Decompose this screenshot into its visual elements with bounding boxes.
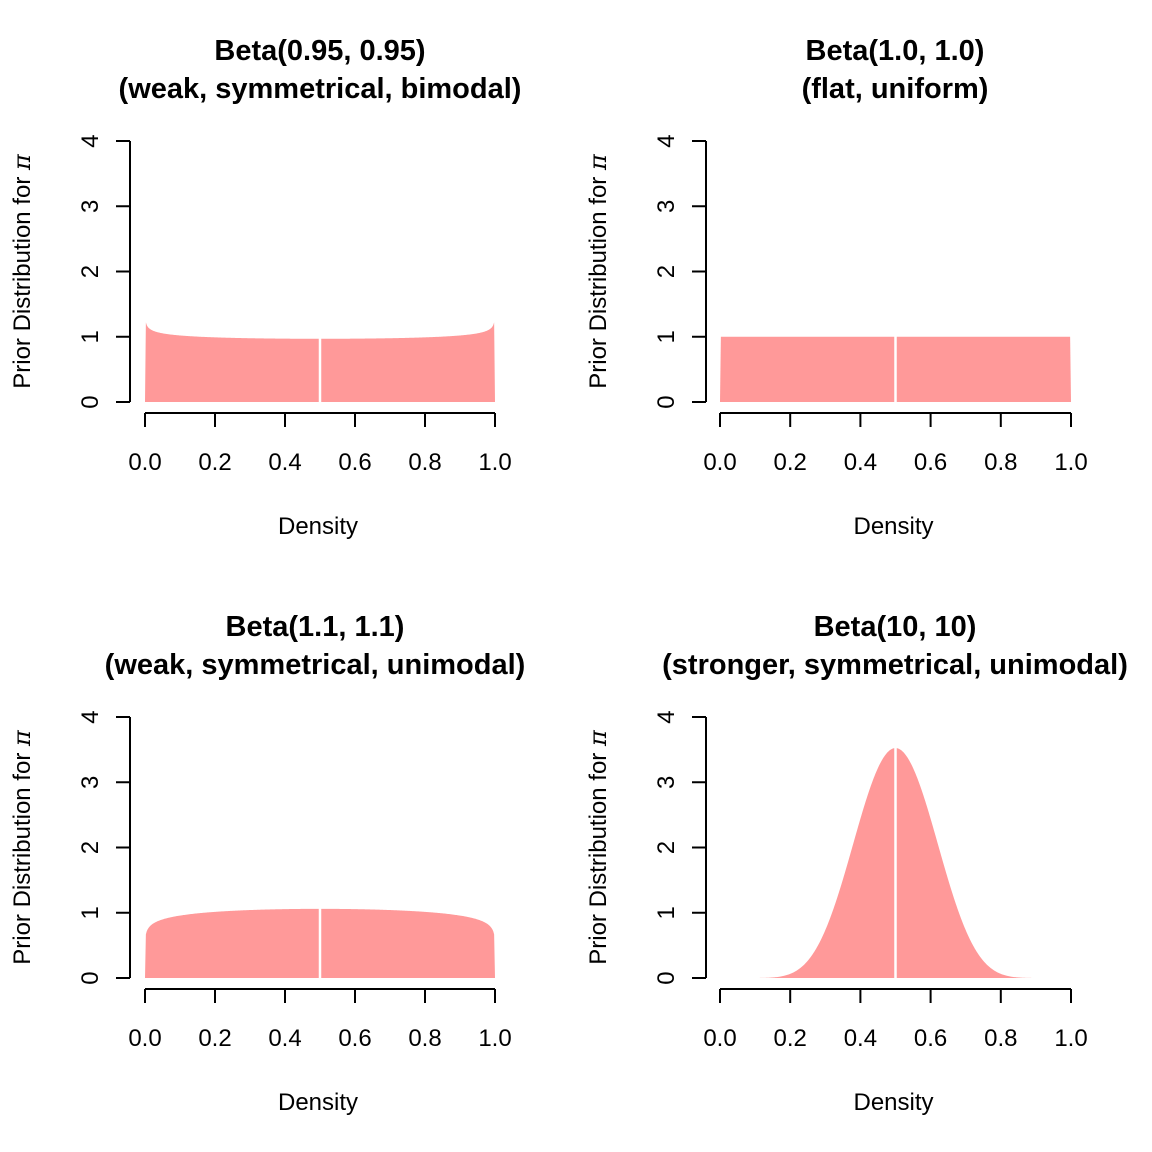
y-tick-label: 1: [653, 330, 680, 343]
x-tick-label: 0.6: [914, 449, 947, 476]
y-tick-label: 2: [77, 265, 104, 278]
y-axis-label: Prior Distribution for π: [584, 153, 612, 389]
chart-title-line2: (weak, symmetrical, bimodal): [119, 73, 522, 105]
y-tick-label: 0: [653, 395, 680, 408]
x-axis-label: Density: [853, 513, 933, 540]
y-axis-label: Prior Distribution for π: [8, 729, 36, 965]
chart-title-line1: Beta(1.0, 1.0): [806, 35, 985, 67]
x-tick-label: 0.4: [844, 1025, 877, 1052]
y-tick-label: 2: [77, 841, 104, 854]
chart-panel-3: 0.0 0.2 0.4 0.6 0.8 1.0 0 1 2 3 4 Beta(1.1, 1.1) (we…: [8, 611, 525, 1116]
chart-panel-1: 0.0 0.2 0.4 0.6 0.8 1.0 0 1 2 3 4 Beta(0.95, 0.95) (…: [8, 35, 521, 540]
y-tick-label: 1: [653, 906, 680, 919]
x-axis-label: Density: [278, 1089, 358, 1116]
y-axis-label-text: Prior Distribution for: [9, 170, 36, 389]
y-tick-label: 1: [77, 906, 104, 919]
y-axis-label-symbol: π: [8, 153, 36, 171]
x-tick-label: 0.8: [408, 449, 441, 476]
y-tick-label: 3: [653, 776, 680, 789]
x-tick-label: 0.0: [703, 1025, 736, 1052]
x-tick-label: 0.0: [128, 1025, 161, 1052]
x-tick-label: 1.0: [1054, 1025, 1087, 1052]
y-axis-label-symbol: π: [584, 729, 612, 747]
y-tick-label: 3: [653, 200, 680, 213]
x-tick-label: 1.0: [478, 1025, 511, 1052]
x-tick-label: 0.4: [268, 449, 301, 476]
y-tick-label: 4: [77, 134, 104, 147]
y-tick-label: 3: [77, 776, 104, 789]
y-tick-label: 2: [653, 841, 680, 854]
y-tick-label: 1: [77, 330, 104, 343]
chart-title-line1: Beta(1.1, 1.1): [226, 611, 405, 643]
y-axis-label: Prior Distribution for π: [584, 729, 612, 965]
y-axis-label: Prior Distribution for π: [8, 153, 36, 389]
x-tick-label: 0.0: [128, 449, 161, 476]
y-axis-label-text: Prior Distribution for: [9, 746, 36, 965]
x-tick-label: 0.8: [984, 1025, 1017, 1052]
y-axis-label-symbol: π: [8, 729, 36, 747]
x-tick-label: 1.0: [478, 449, 511, 476]
x-tick-label: 0.0: [703, 449, 736, 476]
chart-panel-2: 0.0 0.2 0.4 0.6 0.8 1.0 0 1 2 3 4 Beta(1.0, 1.0) (fl…: [584, 35, 1088, 540]
y-axis-label-text: Prior Distribution for: [585, 746, 612, 965]
chart-title-line2: (flat, uniform): [802, 73, 989, 105]
x-tick-label: 0.6: [338, 1025, 371, 1052]
x-tick-label: 0.2: [774, 449, 807, 476]
x-tick-label: 0.2: [774, 1025, 807, 1052]
y-axis-label-text: Prior Distribution for: [585, 170, 612, 389]
y-tick-label: 0: [77, 971, 104, 984]
x-tick-label: 1.0: [1054, 449, 1087, 476]
x-tick-label: 0.6: [338, 449, 371, 476]
y-axis-label-symbol: π: [584, 153, 612, 171]
x-tick-label: 0.2: [198, 449, 231, 476]
x-tick-label: 0.6: [914, 1025, 947, 1052]
chart-panel-4: 0.0 0.2 0.4 0.6 0.8 1.0 0 1 2 3 4 Beta(10, 10) (stro…: [584, 611, 1128, 1116]
y-tick-label: 4: [653, 710, 680, 723]
x-tick-label: 0.8: [408, 1025, 441, 1052]
chart-title-line2: (stronger, symmetrical, unimodal): [662, 649, 1128, 681]
x-tick-label: 0.2: [198, 1025, 231, 1052]
y-tick-label: 3: [77, 200, 104, 213]
y-tick-label: 0: [77, 395, 104, 408]
y-tick-label: 4: [77, 710, 104, 723]
chart-title-line1: Beta(0.95, 0.95): [214, 35, 425, 67]
y-tick-label: 4: [653, 134, 680, 147]
x-tick-label: 0.4: [844, 449, 877, 476]
y-tick-label: 2: [653, 265, 680, 278]
chart-title-line1: Beta(10, 10): [814, 611, 977, 643]
x-axis-label: Density: [853, 1089, 933, 1116]
chart-title-line2: (weak, symmetrical, unimodal): [105, 649, 526, 681]
x-axis-label: Density: [278, 513, 358, 540]
x-tick-label: 0.8: [984, 449, 1017, 476]
x-tick-label: 0.4: [268, 1025, 301, 1052]
y-tick-label: 0: [653, 971, 680, 984]
